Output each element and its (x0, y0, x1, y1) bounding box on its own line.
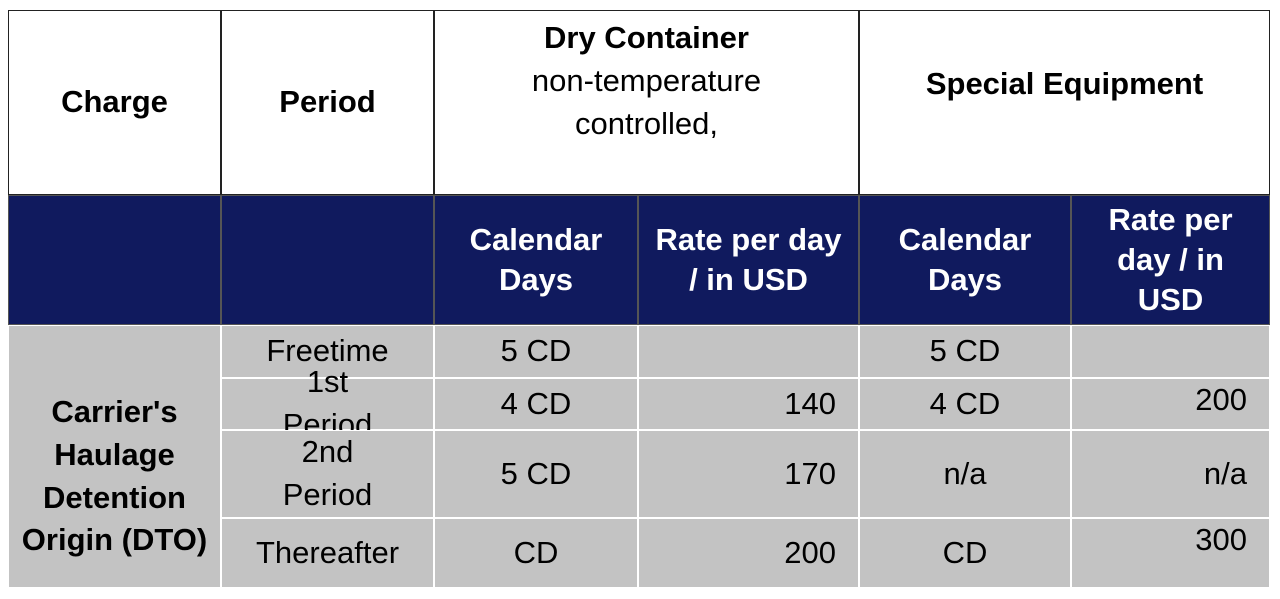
header-group: Dry Container non-temperature controlled, (435, 17, 858, 145)
value-cell (1071, 325, 1270, 378)
value-cell: CD (434, 518, 638, 588)
period-cell: Thereafter (221, 518, 434, 588)
value-cell: 5 CD (434, 325, 638, 378)
subheader-cell (221, 195, 434, 325)
value-cell (638, 325, 859, 378)
subheader-cell: Calendar Days (859, 195, 1071, 325)
value-cell: 5 CD (434, 430, 638, 518)
period-cell: 2nd Period (221, 430, 434, 518)
value-cell: 4 CD (434, 378, 638, 430)
value-cell: n/a (859, 430, 1071, 518)
header-cell: Dry Container non-temperature controlled, (434, 10, 859, 195)
header-subtitle: non-temperature controlled, (531, 62, 762, 141)
subheader-cell: Calendar Days (434, 195, 638, 325)
value-cell: 300 (1071, 518, 1270, 588)
period-cell: Freetime (221, 325, 434, 378)
value-cell: n/a (1071, 430, 1270, 518)
header-cell: Special Equipment (859, 10, 1270, 195)
value-cell: 200 (1071, 378, 1270, 430)
value-cell: 5 CD (859, 325, 1071, 378)
value-cell: 140 (638, 378, 859, 430)
header-cell: Charge (8, 10, 221, 195)
header-cell: Period (221, 10, 434, 195)
period-cell: 1st Period (221, 364, 434, 442)
value-cell: CD (859, 518, 1071, 588)
subheader-cell (8, 195, 221, 325)
value-cell: 4 CD (859, 378, 1071, 430)
header-title: Dry Container (544, 20, 749, 55)
value-cell: 200 (638, 518, 859, 588)
subheader-cell: Rate per day / in USD (1071, 195, 1270, 325)
subheader-cell: Rate per day / in USD (638, 195, 859, 325)
charge-cell: Carrier's Haulage Detention Origin (DTO) (8, 325, 221, 588)
value-cell: 170 (638, 430, 859, 518)
